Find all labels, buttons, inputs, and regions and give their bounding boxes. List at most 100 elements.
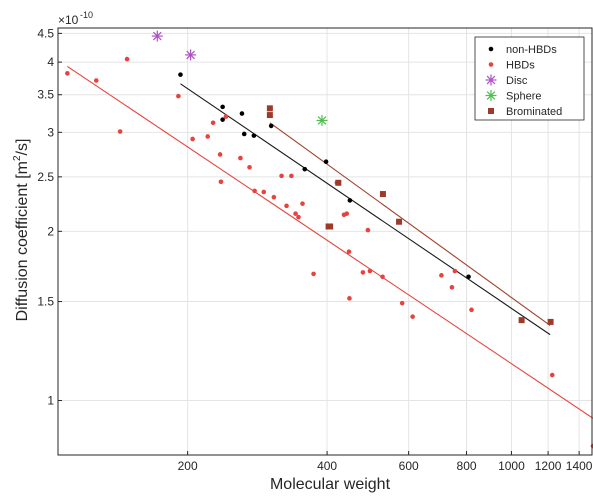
y-tick-label: 3.5 (37, 88, 54, 102)
point-hbds (293, 211, 298, 216)
legend-label: Disc (506, 75, 528, 87)
legend: non-HBDs HBDs Disc Sphere Brominated (474, 36, 585, 121)
point-brominated (335, 179, 342, 186)
legend-marker (488, 108, 494, 114)
axis-ticks: 200 400 600 800 1000 1200 1400 1 1.5 2 2.5 3 3.5 4 4.5 (37, 26, 592, 473)
legend-label: Brominated (506, 106, 562, 118)
y-axis-exponent-power: -10 (80, 10, 93, 20)
point-hbds (284, 203, 289, 209)
x-tick-label: 1400 (566, 459, 593, 473)
point-hbds (261, 189, 267, 195)
point-hbds (399, 300, 405, 306)
point-brominated (379, 191, 386, 198)
legend-marker (485, 74, 497, 86)
legend-marker (488, 62, 494, 67)
point-hbds (271, 194, 277, 200)
point-hbds (365, 227, 371, 233)
point-non-hbds (268, 123, 274, 129)
legend-marker (488, 46, 494, 52)
point-hbds (238, 155, 243, 161)
point-hbds (176, 93, 181, 99)
point-hbds (344, 211, 350, 216)
x-tick-label: 200 (178, 459, 198, 473)
fit-lines (67, 65, 593, 419)
y-tick-label: 4.5 (37, 26, 54, 40)
y-tick-label: 2 (47, 224, 54, 238)
point-hbds (347, 296, 352, 301)
point-hbds (124, 56, 130, 62)
point-non-hbds (239, 111, 245, 116)
point-non-hbds (302, 166, 308, 172)
point-hbds (469, 307, 474, 313)
y-tick-label: 1 (47, 394, 54, 408)
y-axis-title-unit: /s] (14, 139, 31, 156)
point-hbds (218, 179, 224, 185)
point-sphere (316, 114, 328, 126)
point-non-hbds (178, 72, 183, 77)
plot-frame (57, 27, 593, 456)
legend-marker (485, 90, 497, 101)
y-axis-title-superscript: 2 (12, 155, 23, 161)
point-hbds (452, 268, 458, 274)
point-hbds (439, 273, 444, 278)
fit-line-hbds (67, 65, 593, 419)
legend-marker-stroke (486, 91, 496, 100)
point-disc-stroke (186, 50, 195, 60)
legend-label: non-HBDs (506, 44, 557, 56)
y-tick-label: 1.5 (37, 295, 54, 309)
point-hbds (190, 136, 195, 142)
point-hbds (247, 164, 252, 170)
point-hbds (449, 285, 455, 290)
point-non-hbds (466, 274, 471, 280)
point-non-hbds (323, 159, 329, 165)
point-hbds (311, 271, 316, 277)
point-hbds (380, 274, 385, 280)
legend-marker-stroke (486, 75, 496, 85)
point-hbds (549, 372, 555, 378)
point-disc-stroke (152, 31, 162, 41)
point-hbds (252, 188, 257, 194)
point-brominated (518, 317, 525, 324)
legend-label: HBDs (506, 60, 535, 72)
y-axis-title: Diffusion coefficient [m2/s] (12, 139, 31, 322)
point-hbds (279, 173, 284, 179)
data-points (65, 30, 593, 449)
point-non-hbds (251, 133, 257, 138)
x-tick-label: 1000 (498, 459, 525, 473)
x-tick-label: 400 (317, 459, 337, 473)
point-brominated (266, 105, 273, 112)
point-hbds (217, 152, 223, 157)
point-brominated (327, 223, 334, 230)
point-hbds (360, 270, 366, 275)
point-non-hbds (347, 198, 353, 203)
y-axis-exponent: ×10 (58, 13, 79, 27)
x-tick-label: 1200 (535, 459, 562, 473)
point-hbds (410, 314, 415, 319)
x-axis-title: Molecular weight (270, 476, 391, 493)
point-hbds (296, 214, 301, 220)
y-tick-label: 4 (47, 55, 54, 69)
point-hbds (117, 129, 123, 134)
point-brominated (266, 112, 273, 119)
fit-line-non-hbds (180, 83, 551, 336)
y-tick-label: 2.5 (37, 170, 54, 184)
point-hbds (205, 134, 211, 139)
point-hbds (300, 201, 305, 206)
point-sphere-stroke (317, 116, 327, 125)
y-tick-label: 3 (47, 125, 54, 139)
x-tick-label: 600 (399, 459, 419, 473)
point-brominated (547, 318, 554, 325)
y-axis-title-main: Diffusion coefficient [m (14, 161, 31, 321)
point-hbds (223, 114, 229, 119)
point-disc (151, 30, 163, 42)
point-hbds (367, 268, 373, 274)
legend-label: Sphere (506, 91, 541, 103)
point-hbds (346, 249, 352, 254)
point-brominated (396, 218, 403, 225)
point-non-hbds (220, 117, 225, 122)
point-hbds (93, 78, 99, 83)
point-non-hbds (241, 131, 247, 137)
point-hbds (289, 173, 294, 179)
